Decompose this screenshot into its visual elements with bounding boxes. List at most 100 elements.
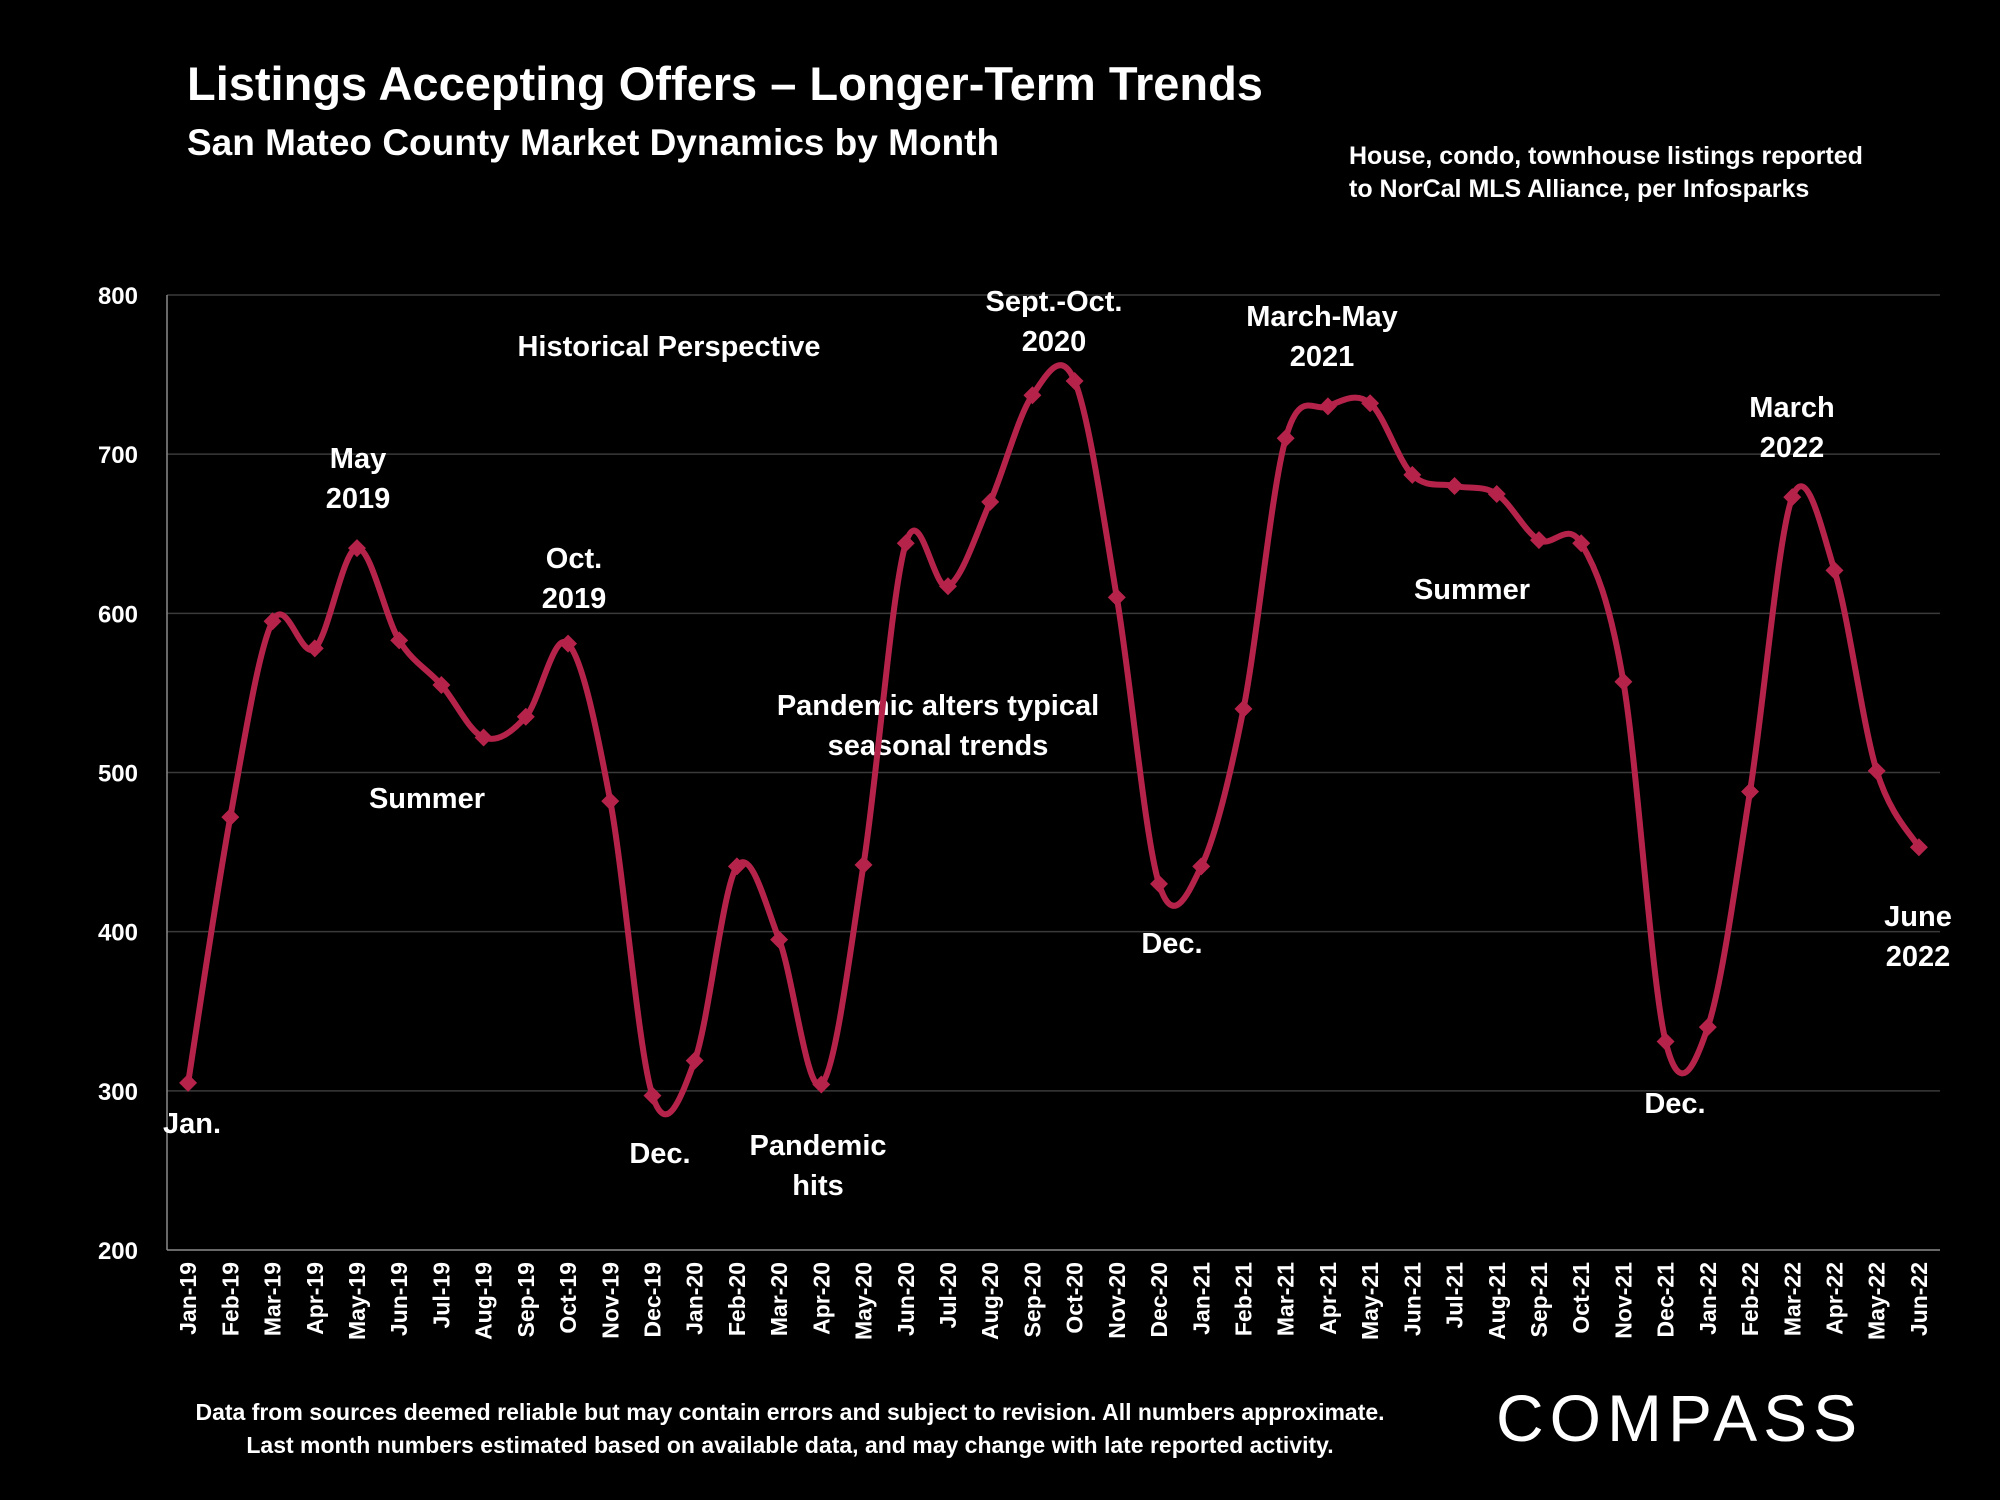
- data-point-marker: [347, 539, 366, 558]
- annotation-label: March-May: [1246, 301, 1398, 333]
- y-tick-label: 500: [98, 761, 138, 788]
- source-line-2: to NorCal MLS Alliance, per Infosparks: [1349, 175, 1810, 203]
- disclaimer: Data from sources deemed reliable but ma…: [140, 1396, 1440, 1462]
- data-point-marker: [1107, 588, 1126, 607]
- x-tick-label: Oct-21: [1568, 1262, 1594, 1334]
- data-point-marker: [1867, 761, 1886, 780]
- data-point-marker: [1361, 394, 1380, 413]
- x-tick-label: Jul-21: [1442, 1262, 1468, 1329]
- data-point-marker: [770, 930, 789, 949]
- data-point-marker: [474, 728, 493, 747]
- data-point-marker: [1065, 371, 1084, 390]
- annotation-label: Dec.: [1141, 928, 1202, 960]
- x-tick-label: Mar-19: [260, 1262, 286, 1336]
- x-tick-label: Feb-21: [1230, 1262, 1256, 1336]
- data-point-marker: [727, 857, 746, 876]
- annotation-label: 2019: [542, 583, 607, 615]
- x-tick-label: Aug-21: [1484, 1262, 1510, 1340]
- data-point-marker: [263, 612, 282, 631]
- annotation-label: Sept.-Oct.: [986, 286, 1123, 318]
- data-point-marker: [1783, 488, 1802, 507]
- x-tick-label: May-19: [344, 1262, 370, 1340]
- data-point-marker: [1825, 561, 1844, 580]
- x-tick-label: Dec-21: [1653, 1262, 1679, 1338]
- data-point-marker: [390, 631, 409, 650]
- annotation-label: Jan.: [163, 1108, 221, 1140]
- y-tick-label: 700: [98, 442, 138, 469]
- series-markers: [179, 371, 1928, 1105]
- annotation-label: Pandemic: [750, 1130, 887, 1162]
- x-tick-label: Apr-20: [808, 1262, 834, 1335]
- annotation-label: Pandemic alters typical: [777, 690, 1099, 722]
- annotation-label: seasonal trends: [828, 730, 1049, 762]
- x-tick-label: Jul-20: [935, 1262, 961, 1328]
- data-point-marker: [981, 492, 1000, 511]
- x-tick-label: Jun-22: [1906, 1262, 1932, 1336]
- axes: [166, 295, 1940, 1251]
- x-tick-label: Jun-19: [386, 1262, 412, 1336]
- annotation-label: 2020: [1022, 326, 1087, 358]
- compass-logo: COMPASS: [1496, 1381, 1864, 1455]
- x-tick-label: Feb-22: [1737, 1262, 1763, 1336]
- annotation-label: Dec.: [1644, 1088, 1705, 1120]
- data-point-marker: [1698, 1018, 1717, 1037]
- data-point-marker: [516, 707, 535, 726]
- x-tick-label: Nov-20: [1104, 1262, 1130, 1339]
- series-path: [185, 362, 1922, 1118]
- x-tick-label: Jan-19: [175, 1262, 201, 1335]
- data-point-marker: [1529, 531, 1548, 550]
- x-tick-label: May-22: [1864, 1262, 1890, 1340]
- data-point-marker: [1656, 1032, 1675, 1051]
- data-point-marker: [685, 1051, 704, 1070]
- annotation-label: 2022: [1886, 941, 1951, 973]
- data-point-marker: [938, 577, 957, 596]
- disclaimer-line-2: Last month numbers estimated based on av…: [246, 1432, 1334, 1458]
- source-line-1: House, condo, townhouse listings reporte…: [1349, 142, 1863, 170]
- annotation-label: Oct.: [546, 543, 602, 575]
- data-point-marker: [1150, 874, 1169, 893]
- annotations: Historical Perspective May 2019 Oct. 2019 Sum…: [163, 286, 1952, 1202]
- x-tick-label: Sep-20: [1019, 1262, 1045, 1337]
- y-tick-label: 300: [98, 1079, 138, 1106]
- data-point-marker: [1445, 477, 1464, 495]
- data-point-marker: [1572, 534, 1591, 553]
- x-axis-ticks: Jan-19 Feb-19 Mar-19 Apr-19 May-19 Jun-19 Jul-…: [175, 1262, 1932, 1340]
- y-tick-label: 400: [98, 920, 138, 947]
- x-tick-label: Mar-21: [1273, 1262, 1299, 1336]
- x-tick-label: Mar-20: [766, 1262, 792, 1336]
- annotation-label: Summer: [369, 783, 485, 815]
- x-tick-label: Aug-19: [471, 1262, 497, 1340]
- data-point-marker: [179, 1073, 198, 1092]
- data-point-marker: [1741, 782, 1760, 801]
- data-point-marker: [1614, 672, 1633, 691]
- x-tick-label: Apr-21: [1315, 1262, 1341, 1335]
- data-point-marker: [1487, 484, 1506, 503]
- data-point-marker: [812, 1075, 831, 1094]
- x-tick-label: Dec-20: [1146, 1262, 1172, 1337]
- x-tick-label: May-21: [1357, 1262, 1383, 1340]
- data-point-marker: [896, 534, 915, 553]
- data-point-marker: [1023, 386, 1042, 405]
- annotation-label: March: [1749, 392, 1834, 424]
- data-point-marker: [1318, 397, 1337, 416]
- data-point-marker: [1403, 465, 1422, 484]
- data-point-marker: [221, 808, 240, 827]
- data-point-marker: [1909, 838, 1928, 857]
- annotation-label: Dec.: [629, 1138, 690, 1170]
- x-tick-label: Sep-21: [1526, 1262, 1552, 1338]
- annotation-label: 2022: [1760, 432, 1825, 464]
- annotation-label: 2019: [326, 483, 391, 515]
- x-tick-label: Mar-22: [1779, 1262, 1805, 1336]
- x-tick-label: Aug-20: [977, 1262, 1003, 1340]
- data-point-marker: [1234, 699, 1253, 718]
- annotation-label: May: [330, 443, 386, 475]
- x-tick-label: Feb-19: [217, 1262, 243, 1336]
- x-tick-label: Dec-19: [639, 1262, 665, 1337]
- annotation-label: Summer: [1414, 574, 1530, 606]
- x-tick-label: May-20: [851, 1262, 877, 1340]
- data-point-marker: [1192, 857, 1211, 876]
- x-tick-label: Jan-20: [682, 1262, 708, 1335]
- data-point-marker: [1276, 429, 1295, 448]
- x-tick-label: Jan-22: [1695, 1262, 1721, 1335]
- disclaimer-line-1: Data from sources deemed reliable but ma…: [195, 1399, 1385, 1425]
